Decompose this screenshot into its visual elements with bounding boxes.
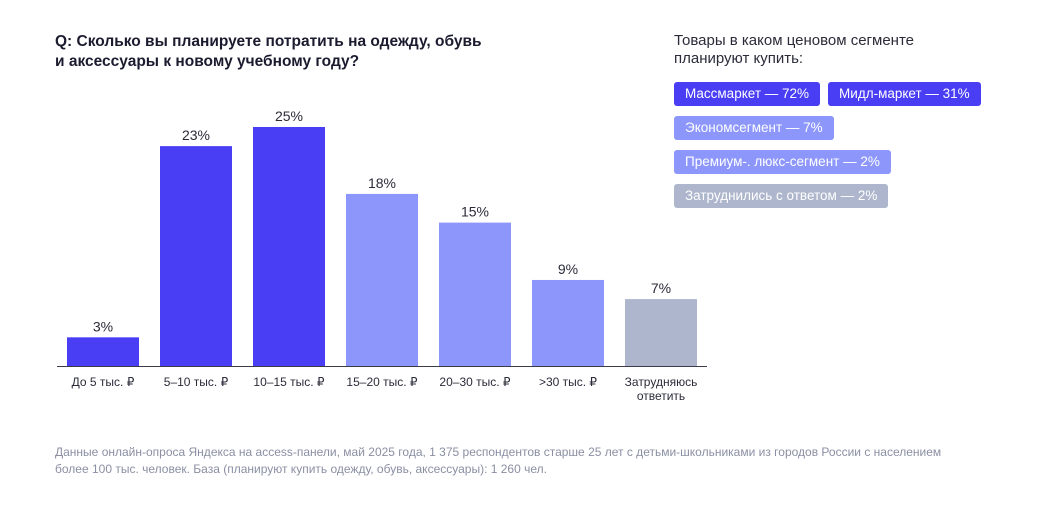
- category-label-0: До 5 тыс. ₽: [72, 375, 135, 389]
- category-label-4: 20–30 тыс. ₽: [439, 375, 510, 389]
- segment-tags: Массмаркет — 72% Мидл-маркет — 31% Экономс…: [674, 82, 1014, 218]
- bar-5: [532, 279, 604, 366]
- bar-0: [67, 337, 139, 366]
- segment-tag-0-0: Массмаркет — 72%: [674, 82, 821, 106]
- segment-panel-title-line-1: Товары в каком ценовом сегменте: [674, 32, 914, 49]
- bar-value-label-2: 25%: [275, 108, 303, 124]
- tag-row-3: Затруднились с ответом — 2%: [674, 184, 1014, 208]
- tag-row-2: Премиум-. люкс-сегмент — 2%: [674, 150, 1014, 174]
- segment-tag-2-0: Премиум-. люкс-сегмент — 2%: [674, 150, 891, 174]
- footnote-line-1: Данные онлайн-опроса Яндекса на access-п…: [55, 445, 942, 459]
- chart-title: Q: Сколько вы планируете потратить на од…: [55, 32, 485, 72]
- bar-2: [253, 127, 325, 366]
- footnote: Данные онлайн-опроса Яндекса на access-п…: [55, 444, 1015, 478]
- segment-panel-title: Товары в каком ценовом сегменте планирую…: [674, 32, 974, 68]
- bar-1: [160, 146, 232, 366]
- segment-panel-title-line-2: планируют купить:: [674, 50, 804, 67]
- segment-tag-1-0: Экономсегмент — 7%: [674, 116, 834, 140]
- category-label-5: >30 тыс. ₽: [539, 375, 597, 389]
- bar-4: [439, 222, 511, 366]
- bar-value-label-6: 7%: [651, 280, 671, 296]
- bar-value-label-5: 9%: [558, 261, 578, 277]
- footnote-line-2: более 100 тыс. человек. База (планируют …: [55, 462, 547, 476]
- chart-title-line-2: и аксессуары к новому учебному году?: [55, 53, 360, 70]
- bar-6: [625, 299, 697, 366]
- tag-row-0: Массмаркет — 72% Мидл-маркет — 31%: [674, 82, 1014, 106]
- tag-row-1: Экономсегмент — 7%: [674, 116, 1014, 140]
- bar-value-label-3: 18%: [368, 175, 396, 191]
- bar-3: [346, 193, 418, 366]
- bar-value-label-4: 15%: [461, 204, 489, 220]
- category-label-6-line-1: ответить: [637, 389, 685, 403]
- chart-title-line-1: Q: Сколько вы планируете потратить на од…: [55, 33, 482, 50]
- bar-value-label-1: 23%: [182, 127, 210, 143]
- bar-value-label-0: 3%: [93, 318, 113, 334]
- category-label-2: 10–15 тыс. ₽: [253, 375, 324, 389]
- segment-tag-3-0: Затруднились с ответом — 2%: [674, 184, 889, 208]
- category-label-1: 5–10 тыс. ₽: [164, 375, 229, 389]
- category-label-6-line-0: Затрудняюсь: [625, 375, 698, 389]
- segment-tag-0-1: Мидл-маркет — 31%: [828, 82, 981, 106]
- category-label-3: 15–20 тыс. ₽: [346, 375, 417, 389]
